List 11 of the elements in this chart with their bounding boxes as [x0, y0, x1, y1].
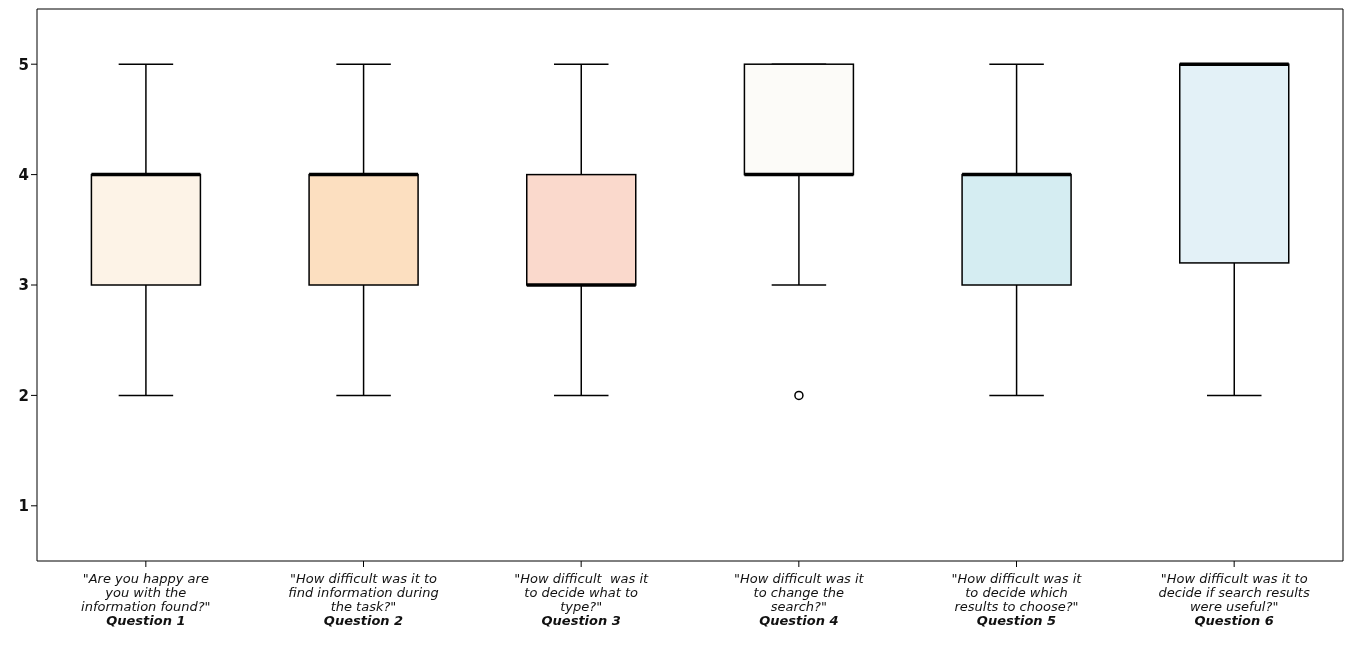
x-tick-label: "How difficult was it to decide if search results were useful?" Question 6 [1158, 571, 1310, 628]
y-tick-label: 4 [18, 165, 29, 184]
x-tick-label: "How difficult was it to change the search?" Question 4 [733, 571, 865, 628]
x-tick-label: "How difficult was it to find information during the task?" Question 2 [288, 571, 439, 628]
y-tick-label: 5 [18, 55, 29, 74]
x-tick-label: "How difficult was it to decide what to type?" Question 3 [514, 571, 650, 628]
y-tick-label: 2 [18, 386, 29, 405]
x-tick-label: "How difficult was it to decide which results to choose?" Question 5 [951, 571, 1083, 628]
x-tick-label: "Are you happy are you with the information found?" Question 1 [81, 571, 211, 628]
y-tick-label: 3 [18, 276, 29, 295]
y-tick-label: 1 [18, 497, 29, 516]
